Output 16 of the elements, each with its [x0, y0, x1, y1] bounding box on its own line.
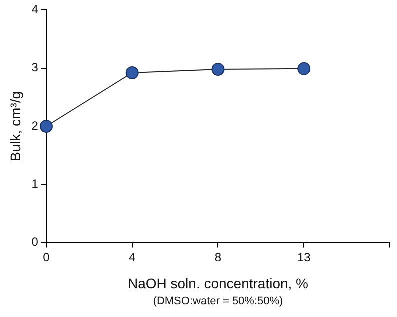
- y-tick-label: 2: [32, 118, 39, 133]
- y-tick-label: 4: [32, 2, 39, 17]
- point: [40, 120, 53, 133]
- y-tick-label: 0: [32, 235, 39, 250]
- y-tick-label: 1: [32, 176, 39, 191]
- x-tick-label: 0: [43, 250, 50, 264]
- y-tick-label: 3: [32, 60, 39, 75]
- point: [126, 66, 139, 80]
- x-tick-label: 8: [214, 250, 222, 264]
- x-tick-label: 13: [297, 250, 312, 264]
- point: [298, 62, 311, 76]
- x-tick-label: 4: [129, 250, 136, 264]
- point: [212, 63, 225, 76]
- x-axis-title: NaOH soln. concentration, %: [128, 275, 309, 292]
- text: (DMSO:water = 50%:50%): [153, 296, 284, 308]
- y-axis-title: Bulk, cm³/g: [7, 91, 24, 162]
